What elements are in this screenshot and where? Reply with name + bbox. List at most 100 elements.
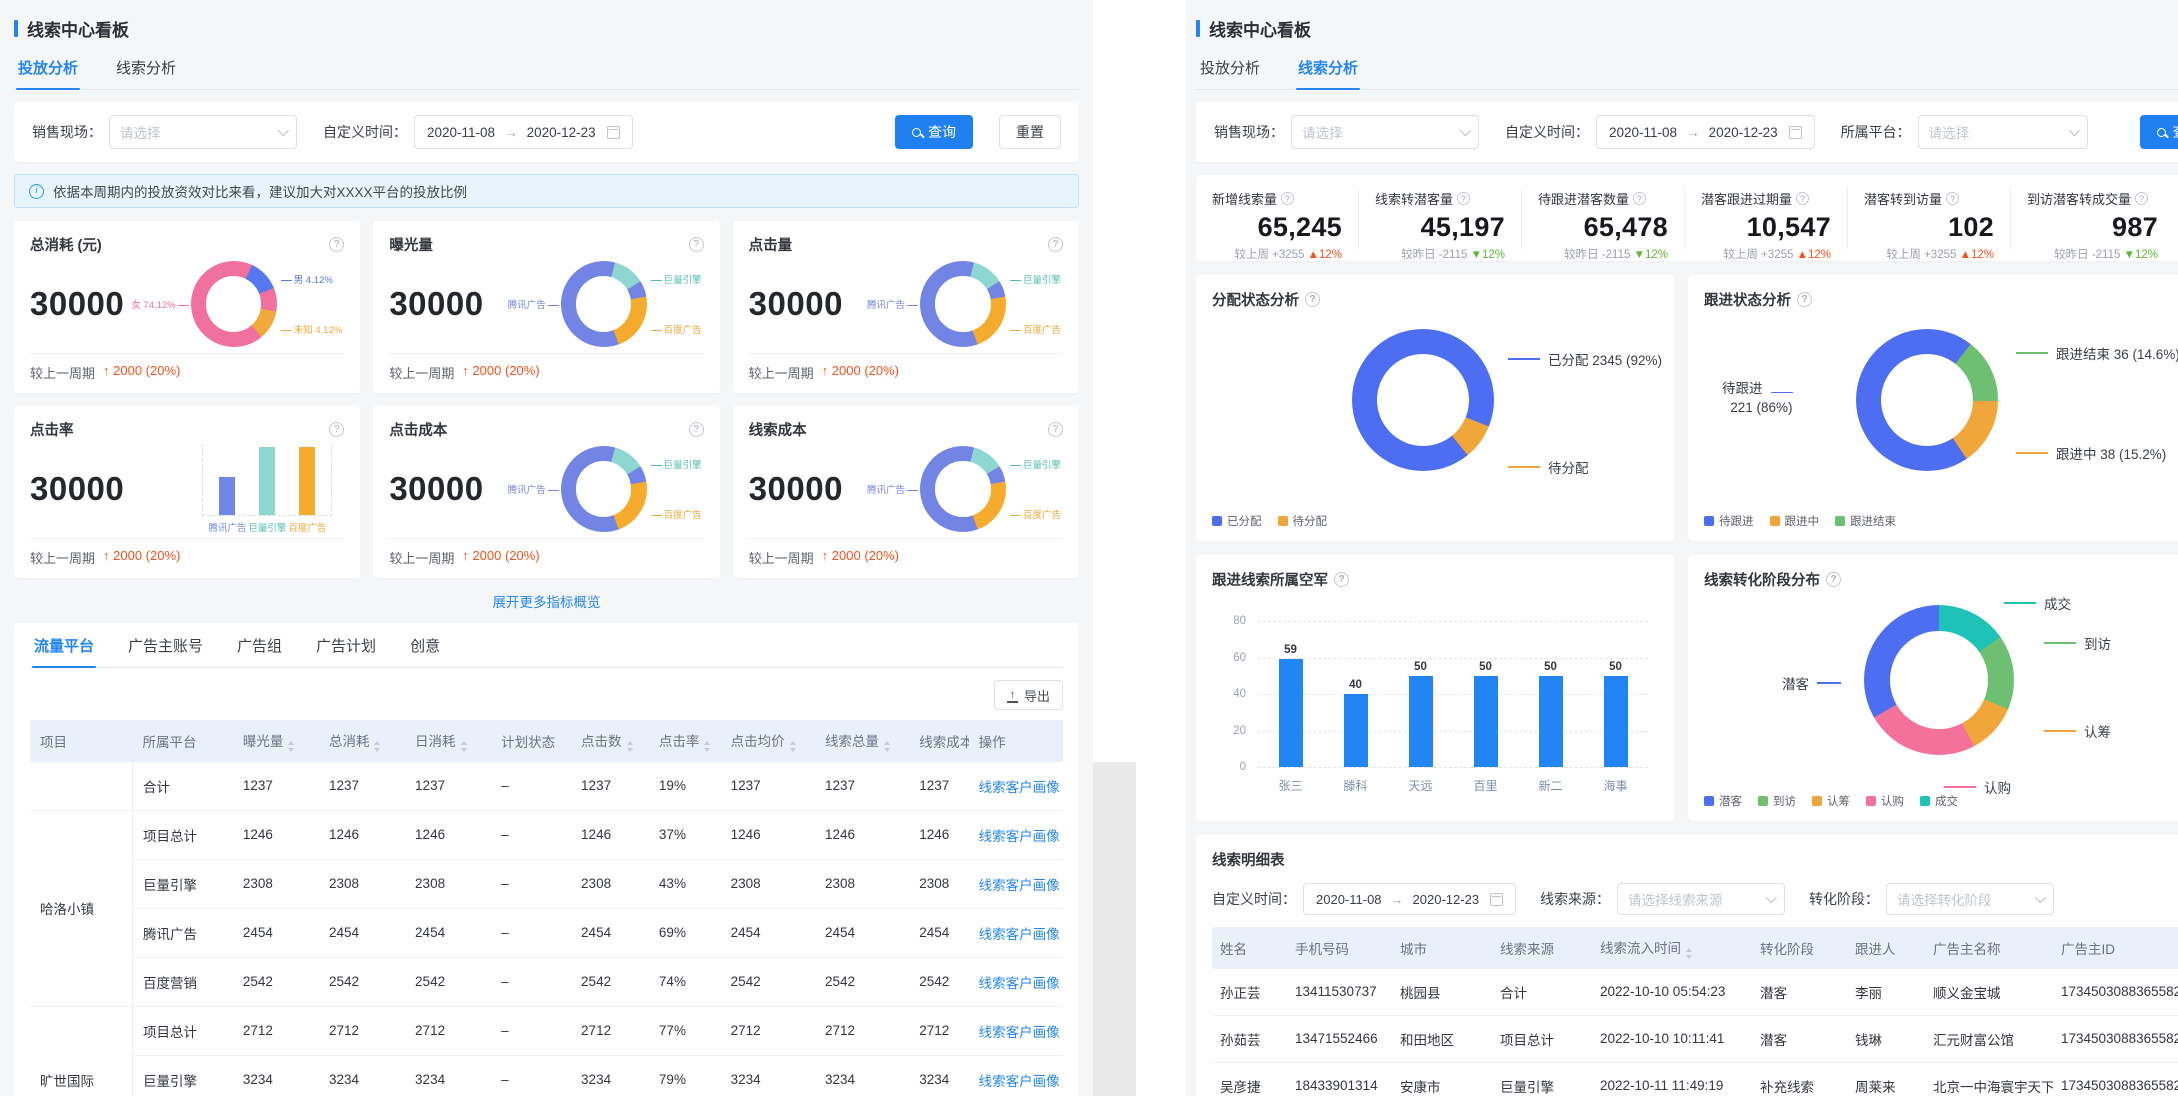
tab-launch-analysis[interactable]: 投放分析 (1200, 60, 1261, 77)
date-range-picker[interactable]: 2020-11-08 → 2020-12-23 (414, 115, 633, 149)
help-icon[interactable]: ? (1633, 192, 1647, 205)
help-icon[interactable]: ? (329, 422, 345, 437)
col-leads[interactable]: 线索总量 (814, 720, 910, 762)
date-range-picker[interactable]: 2020-11-08 → 2020-12-23 (1596, 115, 1815, 149)
callout-pending-follow: 待跟进 221 (86%) (1722, 381, 1793, 415)
help-icon[interactable]: ? (1457, 192, 1471, 205)
callout-visit: 到访 (2044, 633, 2111, 653)
bar-column[interactable]: 40 滕科 (1343, 679, 1368, 793)
col-project: 项目 (30, 720, 133, 762)
reset-button[interactable]: 重置 (999, 115, 1061, 149)
time-filter: 自定义时间： 2020-11-08 → 2020-12-23 (1505, 115, 1815, 149)
callout-prospect: 潜客 (1782, 673, 1841, 693)
conversion-stage-card: 线索转化阶段分布 ? 成交 到访 认筹 认购 潜客 潜客 到访 认筹 (1688, 555, 2178, 821)
sales-site-select[interactable]: 请选择 (1291, 115, 1479, 149)
platform-donut-chart: 腾讯广告 巨量引擎 百度广告 (867, 261, 1061, 347)
legend-item[interactable]: 待分配 (1277, 513, 1327, 529)
col-inflow-time[interactable]: 线索流入时间 (1592, 927, 1752, 969)
lead-profile-link[interactable]: 线索客户画像 (978, 1024, 1060, 1040)
query-button[interactable]: 查询 (2139, 115, 2178, 149)
col-clicks[interactable]: 点击数 (571, 720, 649, 762)
legend-item[interactable]: 成交 (1920, 793, 1958, 809)
platform-select[interactable]: 请选择 (1917, 115, 2088, 149)
lead-profile-link[interactable]: 线索客户画像 (978, 926, 1060, 942)
bar-column[interactable]: 59 张三 (1278, 644, 1303, 793)
table-tab-creative[interactable]: 创意 (410, 638, 441, 655)
lead-profile-link[interactable]: 线索客户画像 (978, 828, 1060, 844)
kpi-stats-bar: 新增线索量? 65,245 较上周 +3255 ▲12% 线索转潜客量? 45,… (1196, 175, 2178, 261)
legend-item[interactable]: 跟进中 (1769, 513, 1819, 529)
help-icon[interactable]: ? (1305, 292, 1320, 307)
metric-title: 总消耗 (元) (30, 238, 102, 254)
donut-label-female: 女 74.12% (131, 297, 190, 311)
table-tab-platform[interactable]: 流量平台 (32, 627, 97, 668)
platform-table-card: 流量平台 广告主账号 广告组 广告计划 创意 导出 项目 所属平台 曝光量 总消… (14, 623, 1079, 1096)
table-row: 吴彦捷 18433901314 安康市 巨量引擎 2022-10-11 11:49:1… (1212, 1062, 2178, 1096)
help-icon[interactable]: ? (1946, 192, 1960, 205)
donut-chart (560, 261, 647, 347)
col-ctr[interactable]: 点击率 (648, 720, 721, 762)
stat-pending-prospects: 待跟进潜客数量? 65,478 较昨日 -2115 ▼12% (1522, 187, 1685, 261)
platform-donut-chart: 腾讯广告 巨量引擎 百度广告 (508, 446, 702, 532)
bar-column[interactable]: 50 天远 (1408, 660, 1433, 793)
lead-profile-link[interactable]: 线索客户画像 (978, 1073, 1060, 1089)
expand-more-link[interactable]: 展开更多指标概览 (492, 595, 601, 610)
background-gap (1093, 762, 1136, 1096)
lead-profile-link[interactable]: 线索客户画像 (978, 779, 1060, 795)
col-daily-cost[interactable]: 日消耗 (405, 720, 492, 762)
platform-label: 所属平台： (1840, 124, 1911, 140)
sales-site-filter: 销售现场： 请选择 (1214, 115, 1479, 149)
stage-select[interactable]: 请选择转化阶段 (1886, 883, 2055, 915)
lead-source-select[interactable]: 请选择线索来源 (1617, 883, 1786, 915)
help-icon[interactable]: ? (1048, 237, 1063, 252)
lead-profile-link[interactable]: 线索客户画像 (978, 877, 1060, 893)
platform-donut-chart: 腾讯广告 巨量引擎 百度广告 (508, 261, 702, 347)
detail-date-range-picker[interactable]: 2020-11-08 → 2020-12-23 (1303, 883, 1517, 915)
legend-item[interactable]: 潜客 (1704, 793, 1742, 809)
screen-lead-analysis: 线索中心看板 投放分析 线索分析 销售现场： 请选择 自定义时间： 2020-1… (1186, 0, 2178, 1096)
lead-profile-link[interactable]: 线索客户画像 (978, 975, 1060, 991)
tab-lead-analysis[interactable]: 线索分析 (1296, 49, 1361, 90)
metric-value: 30000 (748, 285, 843, 322)
page-title: 线索中心看板 (14, 16, 1079, 41)
legend-item[interactable]: 认购 (1866, 793, 1904, 809)
help-icon[interactable]: ? (1796, 192, 1810, 205)
table-tab-ad-group[interactable]: 广告组 (237, 638, 283, 655)
help-icon[interactable]: ? (1048, 422, 1063, 437)
col-impressions[interactable]: 曝光量 (232, 720, 319, 762)
help-icon[interactable]: ? (1281, 192, 1295, 205)
col-total-cost[interactable]: 总消耗 (318, 720, 406, 762)
bar-tencent: 腾讯广告 (208, 444, 246, 534)
help-icon[interactable]: ? (688, 237, 704, 252)
help-icon[interactable]: ? (688, 422, 704, 437)
bar-column[interactable]: 50 新二 (1538, 660, 1563, 793)
platform-filter: 所属平台： 请选择 (1841, 115, 2088, 149)
col-cpc[interactable]: 点击均价 (720, 720, 815, 762)
table-tab-ad-plan[interactable]: 广告计划 (316, 638, 377, 655)
search-icon (912, 127, 921, 137)
donut-label-baidu: 百度广告 (1008, 322, 1061, 336)
tab-launch-analysis[interactable]: 投放分析 (16, 49, 81, 90)
help-icon[interactable]: ? (1826, 572, 1841, 587)
launch-data-table: 项目 所属平台 曝光量 总消耗 日消耗 计划状态 点击数 点击率 点击均价 线索… (30, 720, 1063, 1096)
help-icon[interactable]: ? (329, 237, 345, 252)
help-icon[interactable]: ? (2135, 192, 2149, 205)
tab-lead-analysis[interactable]: 线索分析 (116, 60, 177, 77)
export-icon (1006, 689, 1018, 703)
footer-label: 较上一周期 (748, 551, 814, 566)
bar-baidu: 百度广告 (288, 444, 326, 534)
sales-site-select[interactable]: 请选择 (109, 115, 297, 149)
help-icon[interactable]: ? (1334, 572, 1349, 587)
legend-item[interactable]: 到访 (1758, 793, 1796, 809)
legend-item[interactable]: 已分配 (1212, 513, 1262, 529)
time-label: 自定义时间： (323, 124, 407, 140)
legend-item[interactable]: 跟进结束 (1835, 513, 1896, 529)
legend-item[interactable]: 认筹 (1812, 793, 1850, 809)
bar-column[interactable]: 50 海事 (1603, 660, 1628, 793)
export-button[interactable]: 导出 (993, 680, 1063, 710)
legend-item[interactable]: 待跟进 (1704, 513, 1754, 529)
help-icon[interactable]: ? (1797, 292, 1812, 307)
query-button[interactable]: 查询 (895, 115, 973, 149)
table-tab-advertiser-account[interactable]: 广告主账号 (128, 638, 204, 655)
bar-column[interactable]: 50 百里 (1473, 660, 1498, 793)
